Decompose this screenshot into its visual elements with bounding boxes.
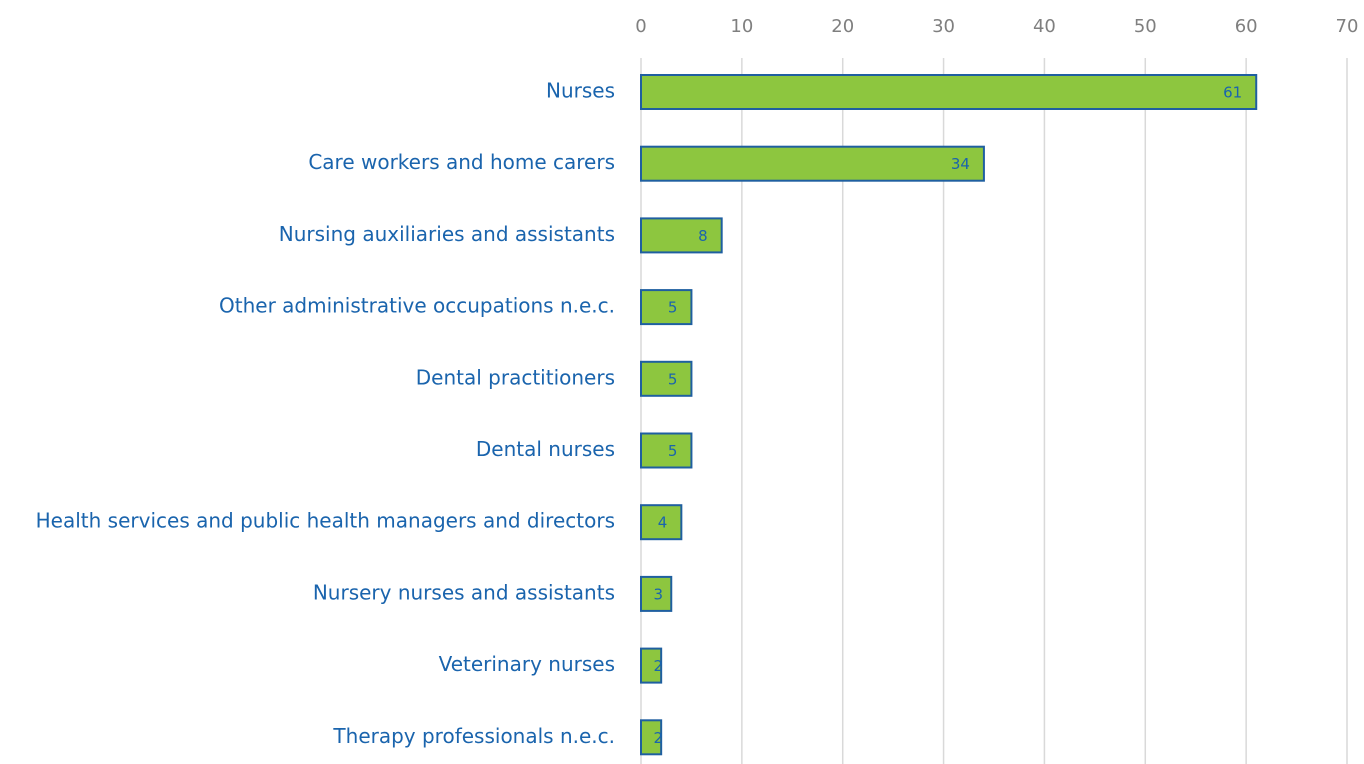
y-tick-label: Nursing auxiliaries and assistants <box>279 222 615 246</box>
data-label: 2 <box>653 729 663 747</box>
data-label: 34 <box>951 155 970 173</box>
bar <box>640 647 663 684</box>
data-label: 61 <box>1223 84 1242 102</box>
y-tick-label: Nurses <box>546 79 615 103</box>
data-label: 4 <box>658 514 668 532</box>
x-tick-label: 60 <box>1235 16 1258 37</box>
y-tick-label: Veterinary nurses <box>439 652 615 676</box>
x-tick-label: 40 <box>1033 16 1056 37</box>
x-tick-label: 20 <box>831 16 854 37</box>
data-label: 3 <box>653 585 663 603</box>
bar <box>640 74 1258 110</box>
bar <box>640 504 683 541</box>
bar <box>640 289 693 326</box>
y-tick-label: Nursery nurses and assistants <box>313 580 615 604</box>
x-tick-label: 30 <box>932 16 955 37</box>
y-tick-label: Care workers and home carers <box>308 150 615 174</box>
x-tick-label: 0 <box>635 16 646 37</box>
x-tick-label: 10 <box>730 16 753 37</box>
bar <box>640 575 673 612</box>
y-tick-label: Other administrative occupations n.e.c. <box>219 294 615 318</box>
x-tick-label: 50 <box>1134 16 1157 37</box>
y-tick-label: Dental nurses <box>476 437 615 461</box>
data-label: 5 <box>668 299 678 317</box>
bar <box>640 217 723 254</box>
y-tick-label: Therapy professionals n.e.c. <box>332 724 615 748</box>
bar <box>640 145 985 182</box>
bar <box>640 719 663 756</box>
x-tick-label: 70 <box>1336 16 1359 37</box>
bar <box>640 432 693 469</box>
data-label: 5 <box>668 442 678 460</box>
data-label: 8 <box>698 227 708 245</box>
bar <box>640 360 693 397</box>
data-label: 5 <box>668 370 678 388</box>
y-tick-label: Dental practitioners <box>416 365 615 389</box>
y-tick-label: Health services and public health manage… <box>36 509 615 533</box>
data-label: 2 <box>653 657 663 675</box>
